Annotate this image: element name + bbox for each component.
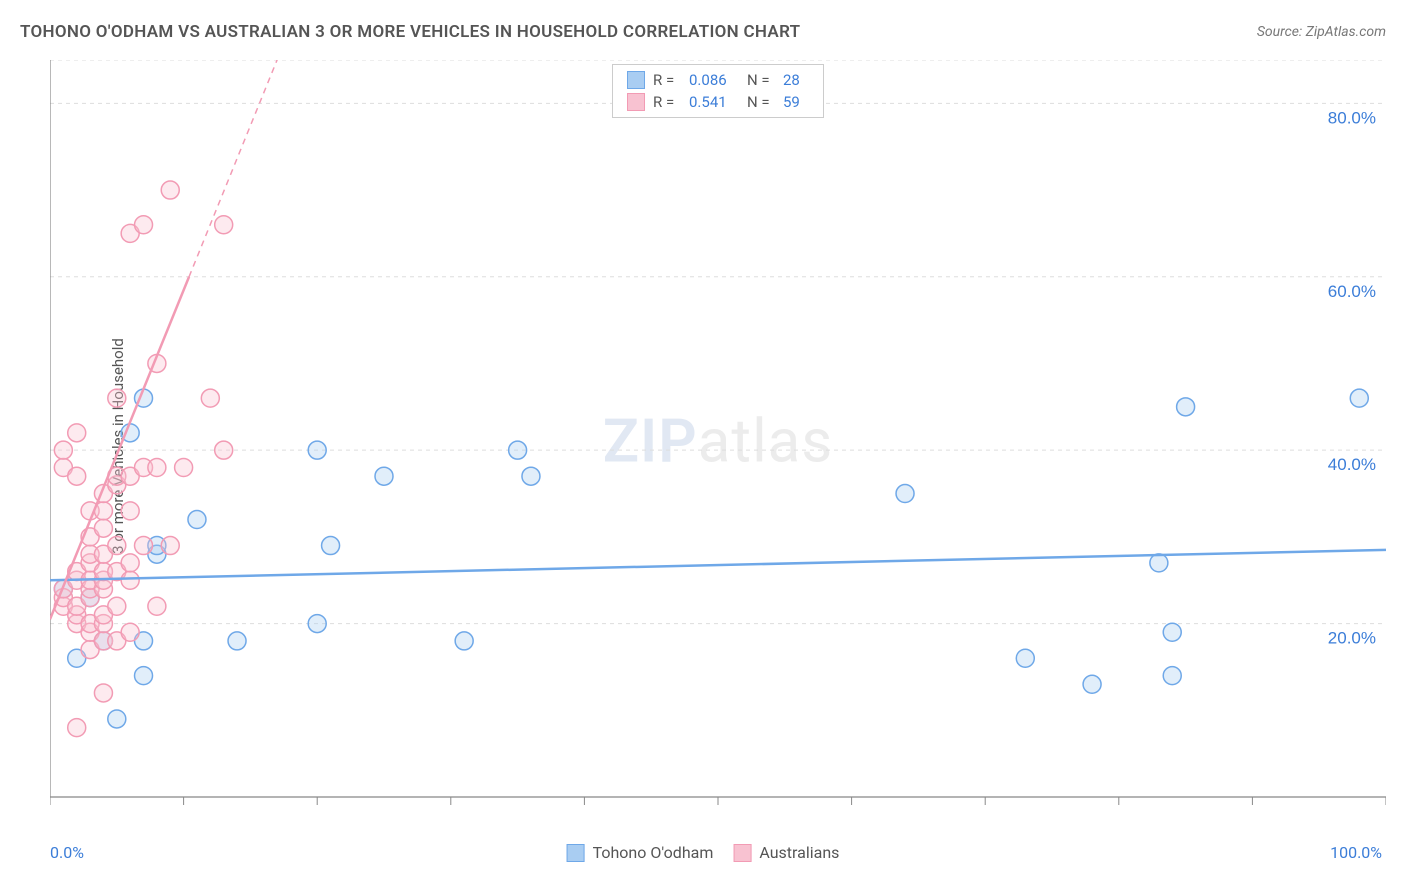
data-point	[1177, 398, 1195, 416]
legend-item: Australians	[733, 843, 839, 862]
data-point	[201, 389, 219, 407]
data-point	[1163, 623, 1181, 641]
data-point	[1083, 675, 1101, 693]
y-tick-label: 40.0%	[1328, 455, 1376, 474]
legend-item: Tohono O'odham	[567, 843, 714, 862]
chart-area: ZIPatlas 20.0%40.0%60.0%80.0% R =0.086N …	[50, 60, 1386, 822]
data-point	[108, 389, 126, 407]
r-value: 0.086	[689, 71, 739, 89]
data-point	[121, 623, 139, 641]
r-label: R =	[653, 71, 681, 89]
y-tick-label: 80.0%	[1328, 108, 1376, 127]
series-swatch	[627, 93, 645, 111]
data-point	[161, 181, 179, 199]
stats-row: R = 0.541 N = 59	[627, 91, 809, 113]
n-label: N =	[747, 71, 775, 89]
data-point	[1016, 649, 1034, 667]
x-axis-min-label: 0.0%	[50, 843, 84, 862]
trend-line-dashed	[189, 60, 277, 277]
data-point	[322, 537, 340, 555]
data-point	[121, 502, 139, 520]
data-point	[522, 467, 540, 485]
n-value: 59	[783, 93, 809, 111]
data-point	[135, 216, 153, 234]
data-point	[94, 519, 112, 537]
n-label: N =	[747, 93, 775, 111]
data-point	[215, 216, 233, 234]
chart-title: TOHONO O'ODHAM VS AUSTRALIAN 3 OR MORE V…	[20, 22, 800, 42]
data-point	[161, 537, 179, 555]
data-point	[175, 459, 193, 477]
data-point	[896, 485, 914, 503]
header: TOHONO O'ODHAM VS AUSTRALIAN 3 OR MORE V…	[20, 22, 1386, 42]
data-point	[68, 467, 86, 485]
bottom-legend: Tohono O'odham Australians	[567, 843, 840, 862]
data-point	[148, 459, 166, 477]
data-point	[1150, 554, 1168, 572]
data-point	[121, 554, 139, 572]
data-point	[1350, 389, 1368, 407]
data-point	[455, 632, 473, 650]
data-point	[135, 537, 153, 555]
data-point	[215, 441, 233, 459]
data-point	[121, 571, 139, 589]
data-point	[1163, 667, 1181, 685]
data-point	[188, 511, 206, 529]
n-value: 28	[783, 71, 809, 89]
r-label: R =	[653, 93, 681, 111]
data-point	[94, 684, 112, 702]
data-point	[509, 441, 527, 459]
data-point	[108, 710, 126, 728]
y-tick-label: 60.0%	[1328, 282, 1376, 301]
data-point	[308, 441, 326, 459]
data-point	[135, 667, 153, 685]
stats-row: R = 0.086 N = 28	[627, 69, 809, 91]
data-point	[148, 597, 166, 615]
data-point	[108, 597, 126, 615]
legend-label: Tohono O'odham	[593, 843, 714, 862]
stats-box: R = 0.086 N = 28 R = 0.541 N = 59	[612, 64, 824, 118]
data-point	[228, 632, 246, 650]
data-point	[54, 441, 72, 459]
data-point	[68, 424, 86, 442]
data-point	[375, 467, 393, 485]
trend-line	[50, 550, 1386, 580]
data-point	[308, 615, 326, 633]
data-point	[68, 719, 86, 737]
legend-swatch	[733, 844, 751, 862]
data-point	[108, 537, 126, 555]
r-value: 0.541	[689, 93, 739, 111]
scatter-plot: 20.0% 40.0% 60.0% 80.0%	[50, 60, 1386, 822]
series-swatch	[627, 71, 645, 89]
legend-swatch	[567, 844, 585, 862]
x-axis-max-label: 100.0%	[1330, 843, 1382, 862]
legend-label: Australians	[759, 843, 839, 862]
source-label: Source: ZipAtlas.com	[1257, 24, 1386, 40]
y-tick-label: 20.0%	[1328, 629, 1376, 648]
